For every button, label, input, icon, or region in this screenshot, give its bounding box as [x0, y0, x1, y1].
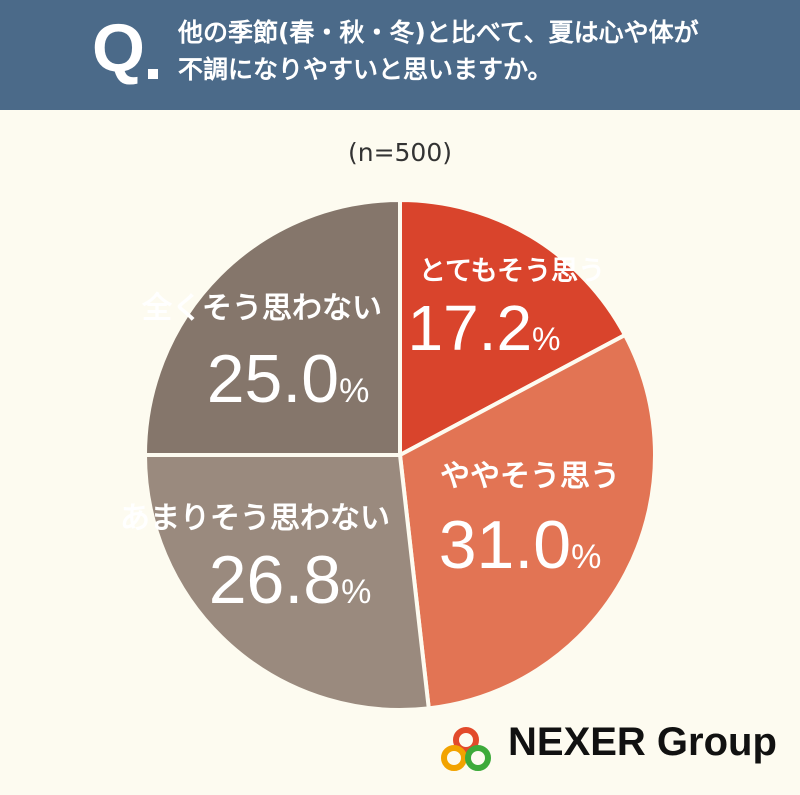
ring-green	[465, 745, 491, 771]
slice-unit-3: %	[341, 573, 371, 611]
pie-slice-1	[398, 197, 628, 459]
three-rings-logo-icon	[441, 727, 491, 771]
slice-unit-2: %	[571, 538, 601, 576]
nexer-logo	[441, 727, 491, 771]
slice-label-1: とてもそう思う	[419, 256, 605, 287]
sample-size: (n=500)	[347, 138, 453, 167]
pie-slice-4	[142, 197, 402, 457]
logo-text: NEXER Group	[508, 720, 777, 764]
question-text: 他の季節(春・秋・冬)と比べて、夏は心や体が 不調になりやすいと思いますか。	[178, 14, 778, 88]
ring-red	[453, 727, 479, 753]
question-header: Q 他の季節(春・秋・冬)と比べて、夏は心や体が 不調になりやすいと思いますか。	[0, 0, 800, 110]
ring-yellow	[441, 745, 467, 771]
question-line-1: 他の季節(春・秋・冬)と比べて、夏は心や体が	[178, 18, 699, 47]
q-mark: Q	[92, 10, 145, 86]
slice-label-2: ややそう思う	[440, 459, 620, 494]
slice-unit-4: %	[339, 372, 369, 410]
slice-unit-1: %	[532, 321, 560, 357]
pie-slice-2	[397, 332, 657, 711]
q-dot	[148, 69, 158, 79]
question-line-2: 不調になりやすいと思いますか。	[178, 55, 553, 84]
pie-slice-3	[142, 453, 431, 712]
slice-label-4: 全くそう思わない	[141, 291, 382, 326]
slice-label-3: あまりそう思わない	[120, 501, 390, 536]
